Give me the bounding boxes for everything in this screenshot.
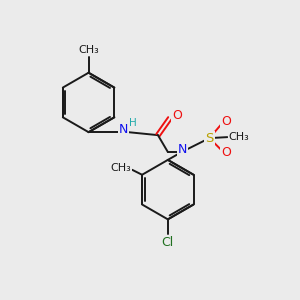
Text: CH₃: CH₃ <box>78 45 99 55</box>
Text: O: O <box>172 109 182 122</box>
Text: O: O <box>221 146 231 160</box>
Text: H: H <box>129 118 137 128</box>
Text: Cl: Cl <box>162 236 174 249</box>
Text: CH₃: CH₃ <box>110 163 131 173</box>
Text: S: S <box>205 132 214 145</box>
Text: O: O <box>221 115 231 128</box>
Text: N: N <box>118 123 128 136</box>
Text: N: N <box>178 142 188 155</box>
Text: CH₃: CH₃ <box>229 132 250 142</box>
